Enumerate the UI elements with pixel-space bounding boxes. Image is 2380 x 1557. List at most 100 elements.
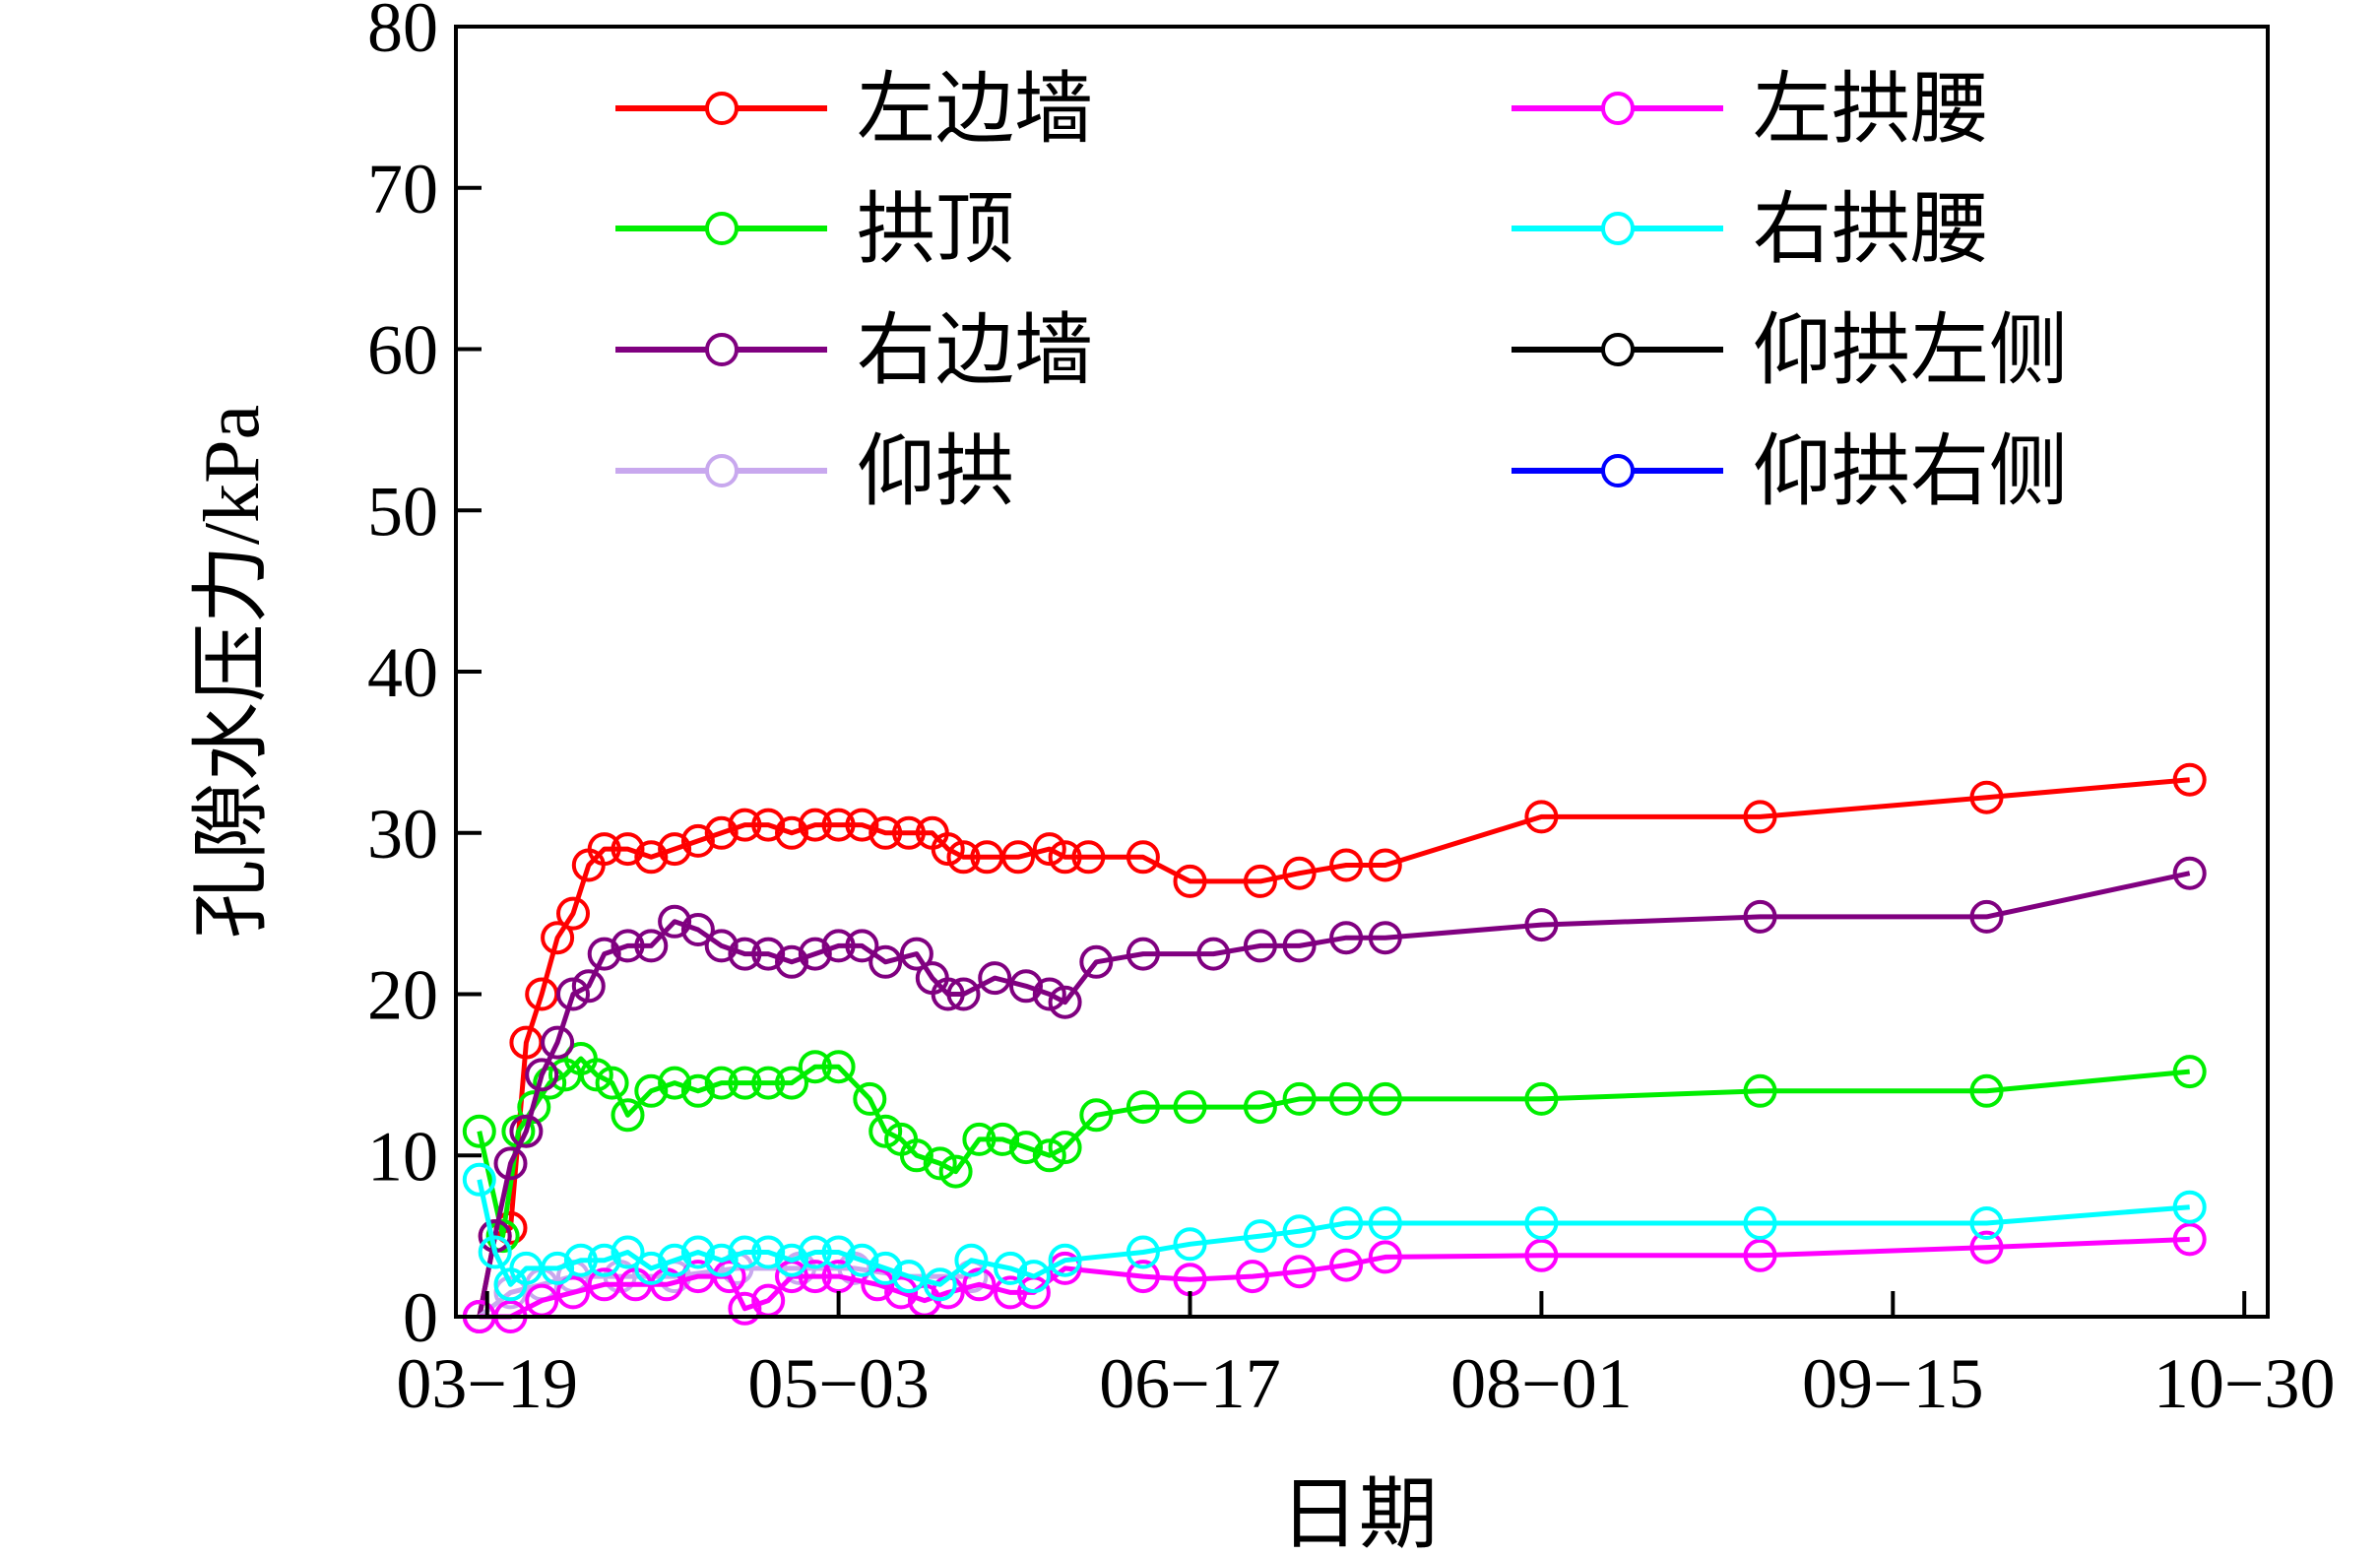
data-point bbox=[892, 815, 926, 850]
y-tick-label: 10 bbox=[367, 1117, 438, 1196]
legend-label: 左边墙 bbox=[857, 67, 1093, 154]
data-point bbox=[751, 1066, 786, 1100]
data-point bbox=[821, 929, 856, 963]
data-point bbox=[728, 1235, 762, 1269]
data-point bbox=[962, 1267, 997, 1302]
data-point bbox=[986, 1122, 1020, 1156]
y-axis: 0 10 20 30 40 50 60 70 80 bbox=[367, 0, 482, 1357]
y-tick-label: 60 bbox=[367, 311, 438, 390]
data-point bbox=[954, 1243, 989, 1277]
data-point bbox=[1969, 1073, 2004, 1108]
x-tick-label: 08−01 bbox=[1450, 1344, 1633, 1423]
legend-label: 仰拱右侧 bbox=[1753, 429, 2068, 516]
data-point bbox=[845, 929, 879, 963]
data-point bbox=[712, 1260, 746, 1294]
data-point bbox=[1368, 1206, 1402, 1240]
legend-marker bbox=[705, 333, 739, 366]
data-point bbox=[861, 1267, 895, 1302]
data-point bbox=[1368, 1240, 1402, 1274]
data-point bbox=[587, 937, 621, 971]
data-point bbox=[525, 1058, 559, 1092]
data-point bbox=[2172, 1222, 2207, 1257]
data-point bbox=[1743, 1206, 1777, 1240]
data-point bbox=[868, 1114, 903, 1148]
data-point bbox=[1969, 899, 2004, 934]
legend-label: 右边墙 bbox=[857, 308, 1093, 395]
data-point bbox=[1743, 1238, 1777, 1272]
data-point bbox=[1743, 1073, 1777, 1108]
data-point bbox=[994, 1251, 1028, 1285]
y-tick-label: 70 bbox=[367, 150, 438, 228]
x-tick-label: 03−19 bbox=[396, 1344, 578, 1423]
legend-marker bbox=[1601, 212, 1635, 245]
data-point bbox=[533, 1066, 567, 1100]
data-point bbox=[1368, 1081, 1402, 1116]
data-point bbox=[868, 815, 903, 850]
series-2 bbox=[462, 856, 2207, 1333]
legend-label: 拱顶 bbox=[857, 187, 1014, 274]
data-point bbox=[611, 1235, 645, 1269]
legend-marker bbox=[1601, 454, 1635, 487]
data-point bbox=[775, 944, 808, 979]
legend-item: 仰拱右侧 bbox=[1512, 429, 2068, 516]
data-point bbox=[798, 808, 832, 842]
data-point bbox=[1524, 800, 1559, 834]
legend-marker bbox=[705, 454, 739, 487]
data-point bbox=[923, 1267, 957, 1302]
data-point bbox=[493, 1275, 528, 1310]
data-point bbox=[634, 840, 669, 875]
data-point bbox=[462, 1114, 496, 1148]
data-point bbox=[728, 808, 762, 842]
data-point bbox=[798, 1050, 832, 1084]
data-point bbox=[1032, 832, 1066, 867]
data-point bbox=[658, 1243, 692, 1277]
data-point bbox=[680, 823, 715, 858]
data-point bbox=[1969, 1206, 2004, 1240]
data-point bbox=[751, 937, 786, 971]
x-axis: 03−19 05−03 06−17 08−01 09−15 10−30 bbox=[396, 1291, 2336, 1423]
data-point bbox=[978, 961, 1012, 996]
data-point bbox=[1032, 977, 1066, 1011]
data-point bbox=[775, 1066, 808, 1100]
legend-label: 仰拱 bbox=[857, 429, 1014, 516]
data-point bbox=[1173, 1090, 1207, 1125]
series-1 bbox=[462, 1042, 2207, 1254]
legend-marker bbox=[705, 212, 739, 245]
data-point bbox=[634, 1073, 669, 1108]
data-point bbox=[931, 832, 965, 867]
data-point bbox=[962, 1122, 997, 1156]
data-point bbox=[2172, 1055, 2207, 1089]
data-point bbox=[1282, 1081, 1317, 1116]
data-point bbox=[1329, 1206, 1364, 1240]
data-point bbox=[462, 1162, 496, 1197]
data-point bbox=[541, 1025, 575, 1060]
data-point bbox=[931, 977, 965, 1011]
data-point bbox=[1329, 848, 1364, 882]
y-tick-label: 50 bbox=[367, 472, 438, 551]
data-point bbox=[1743, 800, 1777, 834]
data-point bbox=[509, 1114, 544, 1148]
data-point bbox=[1196, 937, 1231, 971]
data-point bbox=[1236, 1260, 1269, 1294]
data-point bbox=[853, 1081, 887, 1116]
data-point bbox=[611, 929, 645, 963]
y-tick-label: 20 bbox=[367, 956, 438, 1035]
data-point bbox=[587, 832, 621, 867]
series-0 bbox=[462, 762, 2207, 1333]
data-point bbox=[1173, 864, 1207, 898]
data-point bbox=[611, 1098, 645, 1133]
data-point bbox=[1329, 1081, 1364, 1116]
x-axis-label: 日期 bbox=[1280, 1472, 1438, 1557]
data-point bbox=[556, 896, 590, 931]
data-point bbox=[1126, 1090, 1160, 1125]
data-point bbox=[751, 808, 786, 842]
data-point bbox=[563, 1243, 598, 1277]
data-point bbox=[658, 832, 692, 867]
series-line bbox=[477, 777, 2190, 1318]
data-point bbox=[821, 1235, 856, 1269]
data-point bbox=[1016, 1260, 1051, 1294]
data-point bbox=[1524, 908, 1559, 942]
data-point bbox=[1126, 1260, 1160, 1294]
data-point bbox=[868, 1251, 903, 1285]
